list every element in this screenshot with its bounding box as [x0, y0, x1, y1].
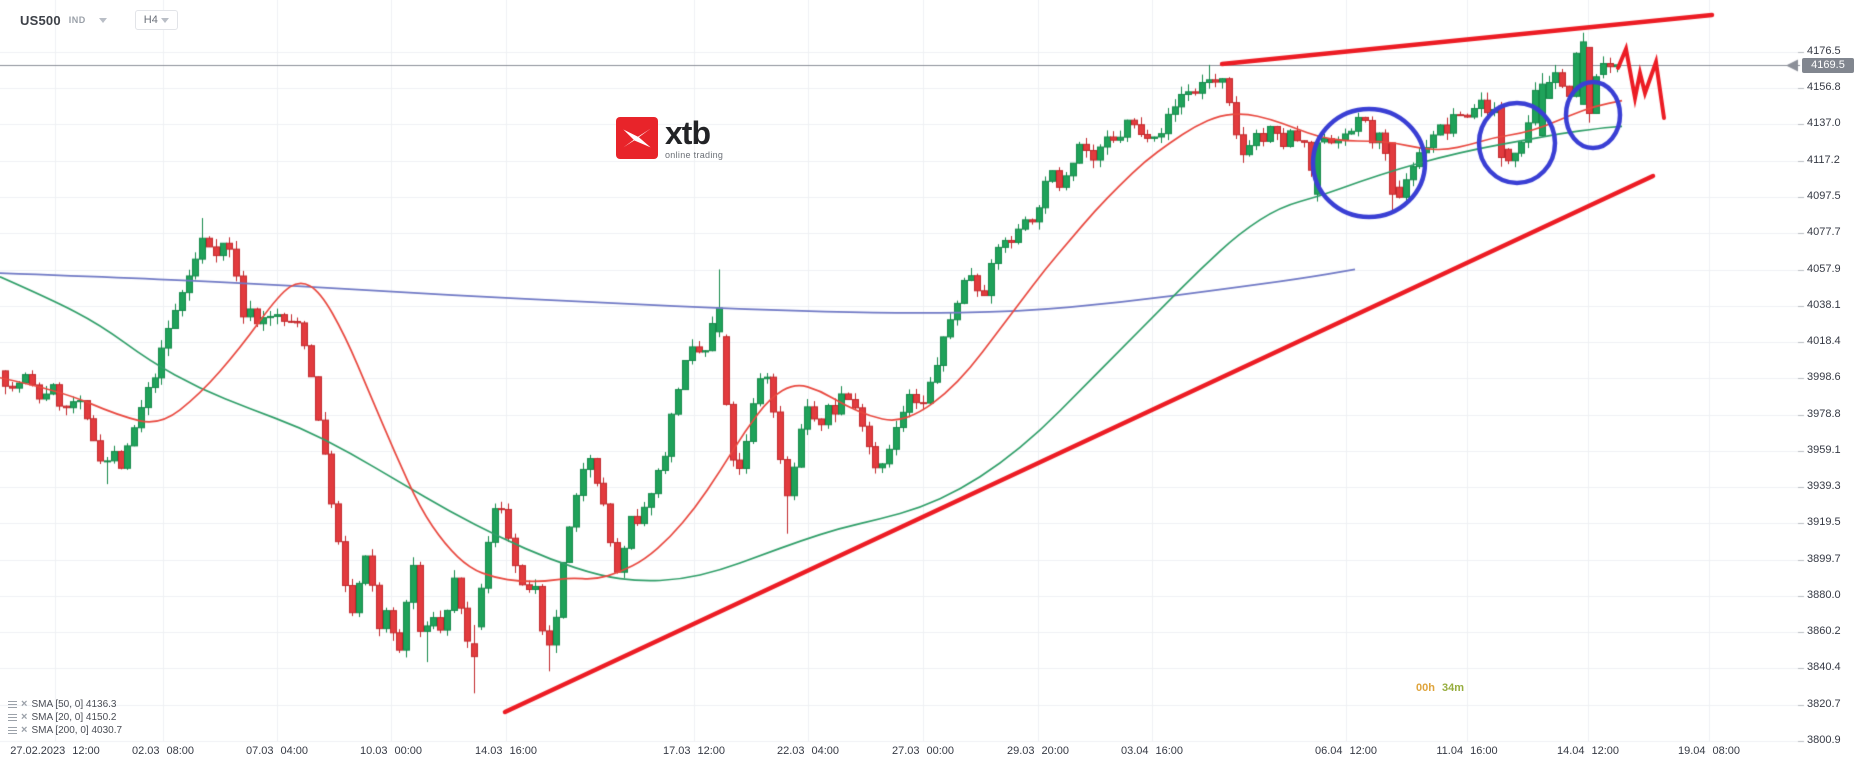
time-axis-label: 14.03 16:00: [474, 745, 538, 757]
countdown-hours: 00h: [1416, 682, 1435, 694]
time-axis-label: 19.04 08:00: [1677, 745, 1741, 757]
time-axis-label: 29.03 20:00: [1006, 745, 1070, 757]
price-axis-label: 3899.7: [1807, 553, 1841, 565]
price-axis-label: 4176.5: [1807, 45, 1841, 57]
price-axis-label: 3998.6: [1807, 371, 1841, 383]
indicator-label: SMA [20, 0] 4150.2: [31, 711, 117, 723]
price-axis-label: 3939.3: [1807, 480, 1841, 492]
xtb-logo: xtb online trading: [616, 117, 723, 160]
time-axis-label: 06.04 12:00: [1314, 745, 1378, 757]
time-axis-label: 10.03 00:00: [359, 745, 423, 757]
market-type-label: IND: [68, 15, 86, 25]
price-axis-label: 4038.1: [1807, 299, 1841, 311]
symbol-label[interactable]: US500: [20, 12, 61, 28]
candle-countdown: 00h 34m: [1416, 682, 1464, 694]
chevron-down-icon[interactable]: [98, 17, 107, 23]
symbol-bar: US500 IND H4: [20, 10, 178, 30]
indicator-label: SMA [200, 0] 4030.7: [31, 724, 123, 736]
time-axis-label: 27.02.2023 12:00: [10, 745, 100, 757]
time-axis-label: 11.04 16:00: [1436, 745, 1498, 757]
price-axis-label: 4057.9: [1807, 263, 1841, 275]
timeframe-label: H4: [143, 14, 158, 26]
indicator-settings-icon[interactable]: [8, 713, 17, 721]
price-axis-label: 3919.5: [1807, 516, 1841, 528]
price-axis-label: 4097.5: [1807, 190, 1841, 202]
price-axis-label: 3840.4: [1807, 661, 1841, 673]
time-axis-label: 17.03 12:00: [662, 745, 726, 757]
indicator-row-sma20: × SMA [20, 0] 4150.2: [8, 711, 122, 723]
price-axis-label: 4077.7: [1807, 226, 1841, 238]
time-axis-label: 07.03 04:00: [245, 745, 309, 757]
price-axis-label: 4137.0: [1807, 117, 1841, 129]
price-axis-label: 3860.2: [1807, 625, 1841, 637]
chevron-down-icon: [160, 17, 169, 23]
indicator-remove-icon[interactable]: ×: [21, 710, 28, 723]
price-axis-label: 4117.2: [1807, 154, 1840, 166]
time-axis-label: 14.04 12:00: [1556, 745, 1620, 757]
price-axis-label: 4018.4: [1807, 335, 1841, 347]
indicator-row-sma50: × SMA [50, 0] 4136.3: [8, 698, 122, 710]
time-axis-label: 22.03 04:00: [776, 745, 840, 757]
time-axis-label: 27.03 00:00: [891, 745, 955, 757]
time-axis-label: 03.04 16:00: [1120, 745, 1184, 757]
logo-subtitle: online trading: [665, 150, 724, 160]
indicator-legend: × SMA [50, 0] 4136.3 × SMA [20, 0] 4150.…: [8, 698, 122, 737]
indicator-settings-icon[interactable]: [8, 700, 17, 708]
indicator-settings-icon[interactable]: [8, 726, 17, 734]
indicator-label: SMA [50, 0] 4136.3: [31, 698, 117, 710]
price-axis-label: 3820.7: [1807, 698, 1841, 710]
price-axis-label: 3978.8: [1807, 408, 1841, 420]
logo-word: xtb: [665, 115, 711, 151]
indicator-remove-icon[interactable]: ×: [21, 723, 28, 736]
current-price-badge: 4169.5: [1802, 58, 1854, 73]
countdown-minutes: 34m: [1442, 682, 1465, 694]
price-axis-label: 3880.0: [1807, 589, 1841, 601]
timeframe-button[interactable]: H4: [134, 10, 178, 30]
price-axis-label: 4156.8: [1807, 81, 1841, 93]
xtb-logo-icon: [616, 117, 658, 159]
price-axis-label: 3959.1: [1807, 444, 1841, 456]
indicator-row-sma200: × SMA [200, 0] 4030.7: [8, 724, 122, 736]
price-axis-label: 3800.9: [1807, 734, 1841, 746]
indicator-remove-icon[interactable]: ×: [21, 697, 28, 710]
time-axis-label: 02.03 08:00: [131, 745, 195, 757]
